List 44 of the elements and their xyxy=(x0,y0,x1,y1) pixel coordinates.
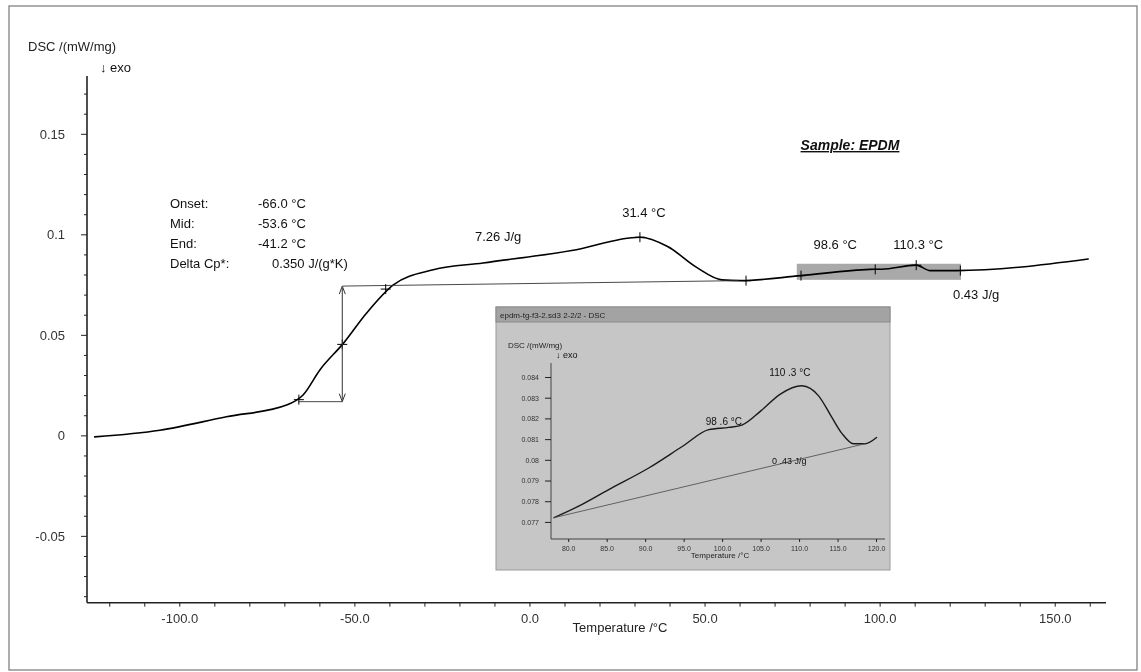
annotation: End: xyxy=(170,236,197,251)
x-tick-label: 0.0 xyxy=(520,610,540,626)
annotation: 98.6 °C xyxy=(813,237,857,253)
annotation: 0 .43 J/g xyxy=(772,456,807,466)
annotation: Mid: xyxy=(170,216,195,231)
chart-title: epdm-tg-f3-2.sd3 2-2/2 - DSC xyxy=(500,311,606,320)
annotation: 0.43 J/g xyxy=(953,287,1000,302)
y-tick-label: 0.1 xyxy=(46,227,65,243)
point xyxy=(954,265,966,277)
annotation: 110.3 °C xyxy=(893,237,944,253)
annotation: Delta Cp*: xyxy=(170,256,230,271)
y-tick-label: 0 xyxy=(57,428,65,444)
annotation: Onset: xyxy=(170,196,209,211)
x-tick-label: -50.0 xyxy=(340,610,370,626)
x-axis-title: Temperature /°C xyxy=(690,551,750,560)
x-tick-label: -100.0 xyxy=(161,610,199,626)
line-series xyxy=(553,385,878,519)
y-axis-title: DSC /(mW/mg) xyxy=(508,341,563,350)
text: Sample: EPDM xyxy=(800,137,900,153)
x-tick-label: 50.0 xyxy=(692,610,718,626)
annotation: 110 .3 °C xyxy=(769,366,811,378)
point xyxy=(293,394,305,406)
point xyxy=(634,231,646,243)
annotation: 0.350 J/(g*K) xyxy=(272,256,348,271)
point xyxy=(380,283,392,295)
annotation: -53.6 °C xyxy=(258,216,306,231)
point xyxy=(740,275,752,287)
y-tick-label: 0.15 xyxy=(39,126,65,142)
x-axis-title: Temperature /°C xyxy=(572,620,668,635)
point xyxy=(869,263,881,275)
x-tick-label: 100.0 xyxy=(863,610,897,626)
point xyxy=(795,270,807,282)
y-tick-label: 0.05 xyxy=(39,327,65,343)
y-axis-title: DSC /(mW/mg) xyxy=(28,39,117,54)
annotation: 7.26 J/g xyxy=(475,229,522,244)
annotation: 31.4 °C xyxy=(622,205,666,221)
text: ↓ exo xyxy=(100,60,132,75)
annotation: 98 .6 °C xyxy=(705,416,742,428)
y-tick-label: -0.05 xyxy=(35,528,65,544)
point xyxy=(910,259,922,271)
annotation: -41.2 °C xyxy=(258,236,306,251)
annotation: -66.0 °C xyxy=(258,196,306,211)
annotation: ↓ exo xyxy=(556,350,578,360)
x-tick-label: 150.0 xyxy=(1038,610,1072,626)
